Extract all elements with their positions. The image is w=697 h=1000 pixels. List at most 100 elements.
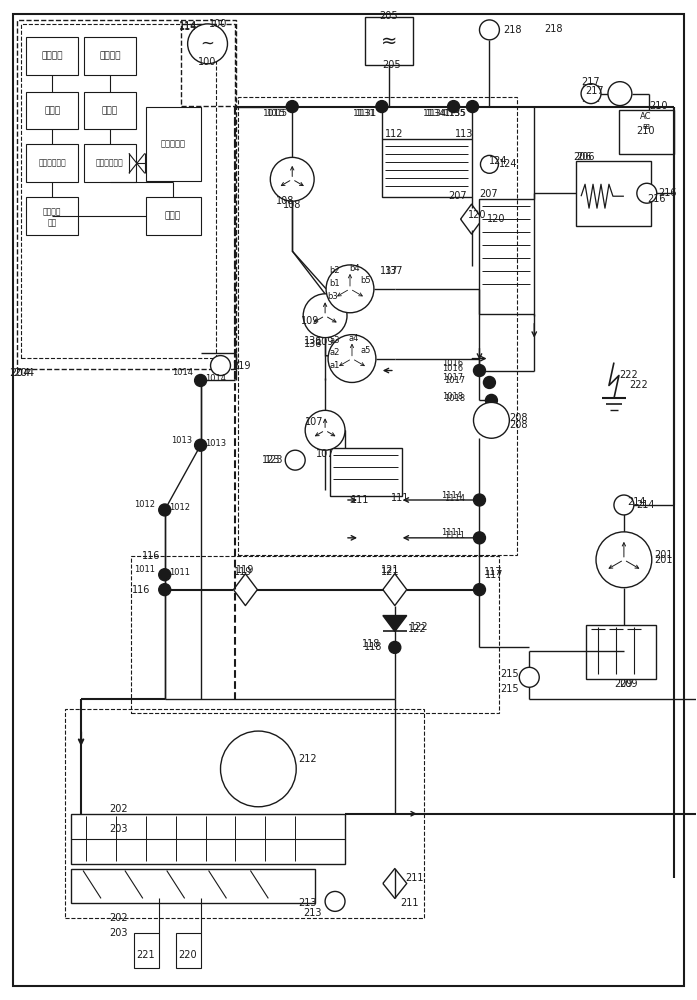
Text: 1134: 1134 [425,109,447,118]
Text: 211: 211 [400,898,418,908]
Text: b5: b5 [360,276,372,285]
Text: 111: 111 [390,493,409,503]
Circle shape [326,265,374,313]
Text: 209: 209 [615,679,633,689]
Circle shape [389,641,401,653]
Text: 后减速器: 后减速器 [41,51,63,60]
Text: 136: 136 [304,336,323,346]
Bar [619,110,674,154]
Text: 116: 116 [132,585,151,595]
Text: 213: 213 [304,908,322,918]
Text: 117: 117 [484,567,502,577]
Bar [382,139,471,197]
Circle shape [376,101,388,113]
Text: 202: 202 [109,804,128,814]
Text: 118: 118 [362,639,380,649]
Text: 214: 214 [627,497,645,507]
Circle shape [328,335,376,382]
Bar [65,709,424,918]
Text: 210: 210 [636,126,655,136]
Circle shape [194,375,206,386]
Text: 222: 222 [629,380,648,390]
Circle shape [473,532,485,544]
Text: a1: a1 [330,361,340,370]
Circle shape [608,82,632,106]
Circle shape [480,20,499,40]
Bar [586,625,656,679]
Bar [330,448,401,496]
Text: 116: 116 [142,551,161,561]
Text: 219: 219 [233,361,251,371]
Bar [26,92,78,129]
Bar [176,933,201,968]
Text: 1018: 1018 [443,392,464,401]
Text: 137: 137 [385,266,404,276]
Text: 118: 118 [364,642,382,652]
Text: 1017: 1017 [443,373,464,382]
Text: 1016: 1016 [443,364,464,373]
Text: 108: 108 [283,200,301,210]
Text: 119: 119 [234,567,252,577]
Text: 1131: 1131 [355,109,376,118]
Text: 207: 207 [448,191,466,201]
Bar [71,869,315,903]
Text: 121: 121 [381,565,399,575]
Text: 1013: 1013 [171,436,192,445]
Text: 前减速器: 前减速器 [99,51,121,60]
Text: 216: 216 [658,188,676,198]
Circle shape [194,439,206,451]
Text: 124: 124 [499,159,518,169]
Circle shape [473,402,510,438]
Bar [576,161,651,226]
Bar [84,144,136,182]
Text: 1134: 1134 [423,109,445,118]
Bar [17,20,236,369]
Text: 1111: 1111 [441,528,463,537]
Text: 215: 215 [500,684,519,694]
Text: 112: 112 [385,129,404,139]
Text: 113: 113 [454,129,473,139]
Text: 108: 108 [276,196,294,206]
Circle shape [303,294,347,338]
Text: 大屏控制器: 大屏控制器 [160,139,185,148]
Circle shape [473,584,485,596]
Text: 205: 205 [383,60,401,70]
Circle shape [637,183,657,203]
Text: 213: 213 [298,898,317,908]
Text: 221: 221 [137,950,155,960]
Circle shape [285,450,305,470]
Text: 209: 209 [619,679,638,689]
Text: 1135: 1135 [445,109,466,118]
Circle shape [485,394,498,406]
Bar [26,197,78,235]
Text: 210: 210 [649,101,667,111]
Text: 217: 217 [581,77,599,87]
Bar [26,144,78,182]
Text: 203: 203 [109,928,128,938]
Circle shape [210,356,231,375]
Text: 201: 201 [654,550,673,560]
Circle shape [480,155,498,173]
Text: 121: 121 [381,567,399,577]
Text: a5: a5 [361,346,371,355]
Text: 1135: 1135 [443,109,466,118]
Text: 120: 120 [487,214,506,224]
Text: b3: b3 [328,292,338,301]
Circle shape [159,584,171,596]
Text: 后电机: 后电机 [44,106,60,115]
Polygon shape [383,616,407,631]
Text: 1012: 1012 [169,503,190,512]
Text: 136: 136 [304,339,323,349]
Circle shape [187,24,227,64]
Text: 216: 216 [647,194,666,204]
Text: 后电机控制器: 后电机控制器 [38,159,66,168]
Text: 1111: 1111 [445,531,466,540]
Circle shape [220,731,296,807]
Text: 122: 122 [408,624,427,634]
Text: 1014: 1014 [206,374,227,383]
Text: 100: 100 [209,19,228,29]
Bar [71,814,345,864]
Text: 201: 201 [654,555,673,565]
Text: 119: 119 [236,565,254,575]
Text: 204: 204 [9,368,31,378]
